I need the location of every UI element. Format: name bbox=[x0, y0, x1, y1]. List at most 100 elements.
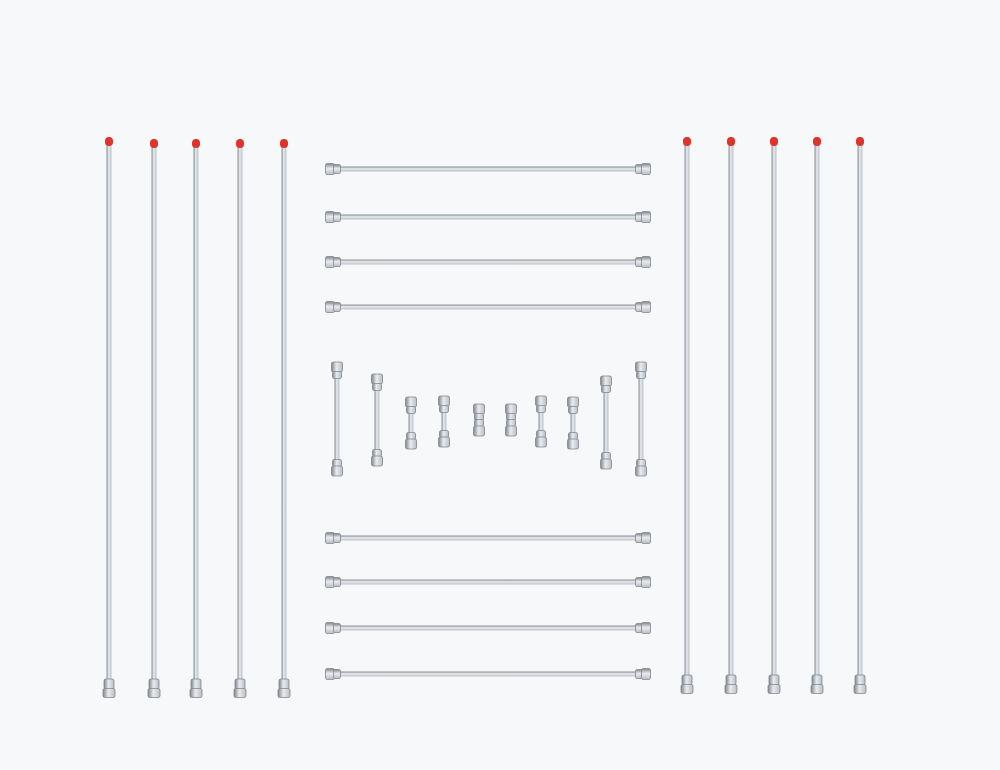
tube-body bbox=[328, 304, 648, 310]
nut-fitting bbox=[681, 674, 693, 686]
nut-fitting bbox=[405, 396, 417, 408]
nut-fitting bbox=[641, 576, 651, 588]
short-tube-9 bbox=[600, 375, 612, 470]
nut-fitting bbox=[641, 301, 651, 313]
right-capped-tube-5 bbox=[853, 137, 867, 694]
nut-fitting bbox=[372, 383, 382, 391]
lower-horizontal-tube-3 bbox=[325, 622, 651, 634]
nut-fitting bbox=[333, 164, 341, 174]
nut-fitting bbox=[641, 668, 651, 680]
tube-body bbox=[151, 144, 157, 682]
nut-fitting bbox=[601, 385, 611, 393]
nut-fitting bbox=[567, 438, 579, 450]
nut-fitting bbox=[332, 371, 342, 379]
nut-fitting bbox=[680, 684, 694, 694]
tube-body bbox=[328, 535, 648, 541]
short-tube-1 bbox=[331, 361, 343, 477]
nut-fitting bbox=[103, 678, 115, 690]
tube-body bbox=[638, 368, 644, 470]
tube-body bbox=[328, 625, 648, 631]
tube-body bbox=[684, 142, 690, 678]
nut-fitting bbox=[724, 684, 738, 694]
nut-fitting bbox=[600, 458, 612, 470]
nut-fitting bbox=[473, 403, 485, 415]
nut-fitting bbox=[190, 678, 202, 690]
nut-fitting bbox=[600, 375, 612, 387]
nut-fitting bbox=[371, 373, 383, 385]
nut-fitting bbox=[333, 533, 341, 543]
nut-fitting bbox=[768, 674, 780, 686]
nut-fitting bbox=[635, 361, 647, 373]
nut-fitting bbox=[102, 688, 116, 698]
tube-body bbox=[106, 142, 112, 682]
left-capped-tube-1 bbox=[102, 137, 116, 698]
tube-body bbox=[328, 166, 648, 172]
tube-body bbox=[193, 144, 199, 682]
tube-body bbox=[328, 259, 648, 265]
nut-fitting bbox=[331, 361, 343, 373]
nut-fitting bbox=[234, 678, 246, 690]
short-tube-6 bbox=[505, 403, 517, 437]
nut-fitting bbox=[233, 688, 247, 698]
tube-body bbox=[538, 402, 544, 441]
tube-layout bbox=[102, 137, 867, 698]
nut-fitting bbox=[371, 455, 383, 467]
nut-fitting bbox=[439, 430, 449, 438]
left-capped-tube-4 bbox=[233, 139, 247, 698]
nut-fitting bbox=[567, 396, 579, 408]
red-cap bbox=[150, 139, 158, 148]
lower-horizontal-tube-4 bbox=[325, 668, 651, 680]
nut-fitting bbox=[405, 438, 417, 450]
nut-fitting bbox=[854, 674, 866, 686]
nut-fitting bbox=[641, 622, 651, 634]
nut-fitting bbox=[372, 449, 382, 457]
upper-horizontal-tube-4 bbox=[325, 301, 651, 313]
red-cap bbox=[856, 137, 864, 146]
nut-fitting bbox=[810, 684, 824, 694]
nut-fitting bbox=[568, 432, 578, 440]
nut-fitting bbox=[277, 688, 291, 698]
short-tube-2 bbox=[371, 373, 383, 467]
nut-fitting bbox=[568, 406, 578, 414]
nut-fitting bbox=[641, 211, 651, 223]
tube-body bbox=[857, 142, 863, 678]
right-capped-tube-2 bbox=[724, 137, 738, 694]
tube-body bbox=[281, 144, 287, 682]
tube-body bbox=[328, 579, 648, 585]
nut-fitting bbox=[333, 669, 341, 679]
tube-body bbox=[374, 380, 380, 460]
short-tube-8 bbox=[567, 396, 579, 450]
tube-body bbox=[771, 142, 777, 678]
nut-fitting bbox=[438, 395, 450, 407]
tube-body bbox=[603, 382, 609, 463]
red-cap bbox=[770, 137, 778, 146]
left-capped-tube-3 bbox=[189, 139, 203, 698]
left-capped-tube-2 bbox=[147, 139, 161, 698]
nut-fitting bbox=[505, 403, 517, 415]
nut-fitting bbox=[474, 419, 484, 427]
upper-horizontal-tube-2 bbox=[325, 211, 651, 223]
nut-fitting bbox=[641, 256, 651, 268]
nut-fitting bbox=[278, 678, 290, 690]
right-capped-tube-3 bbox=[767, 137, 781, 694]
tube-body bbox=[814, 142, 820, 678]
nut-fitting bbox=[332, 459, 342, 467]
upper-horizontal-tube-3 bbox=[325, 256, 651, 268]
red-cap bbox=[105, 137, 113, 146]
nut-fitting bbox=[601, 452, 611, 460]
nut-fitting bbox=[636, 371, 646, 379]
upper-horizontal-tube-1 bbox=[325, 163, 651, 175]
nut-fitting bbox=[333, 302, 341, 312]
tube-body bbox=[328, 671, 648, 677]
red-cap bbox=[727, 137, 735, 146]
red-cap bbox=[683, 137, 691, 146]
nut-fitting bbox=[189, 688, 203, 698]
red-cap bbox=[236, 139, 244, 148]
short-tube-5 bbox=[473, 403, 485, 437]
nut-fitting bbox=[725, 674, 737, 686]
nut-fitting bbox=[535, 436, 547, 448]
nut-fitting bbox=[148, 678, 160, 690]
nut-fitting bbox=[767, 684, 781, 694]
nut-fitting bbox=[333, 577, 341, 587]
